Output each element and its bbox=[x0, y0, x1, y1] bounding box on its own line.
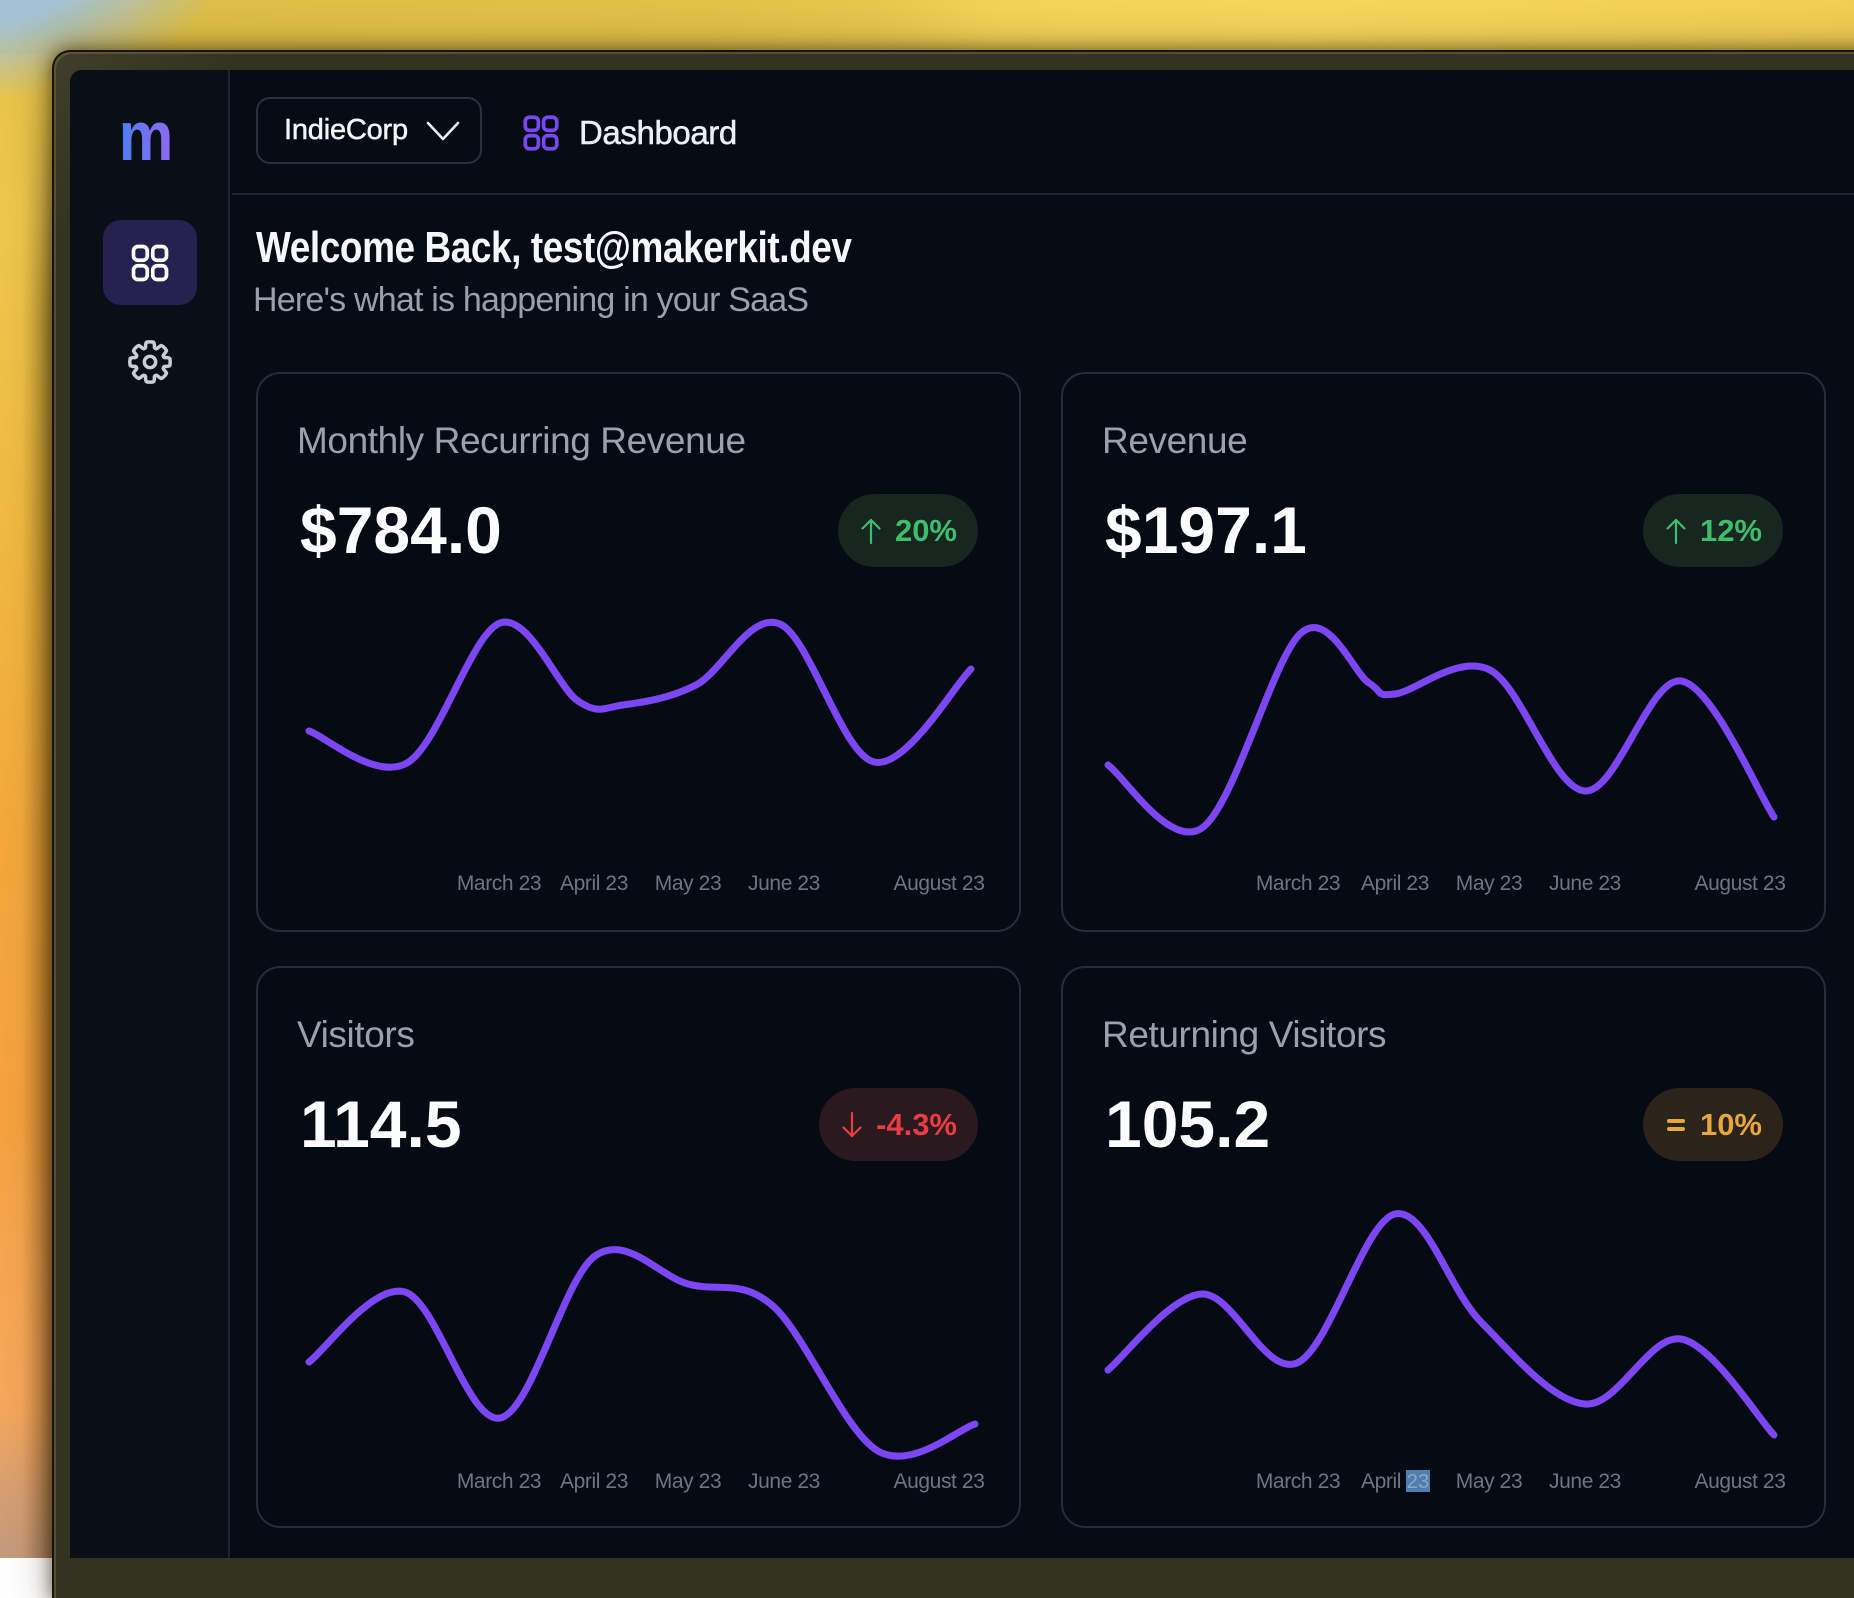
svg-text:March 23: March 23 bbox=[1256, 1470, 1340, 1493]
svg-text:August 23: August 23 bbox=[1695, 872, 1786, 895]
svg-text:May 23: May 23 bbox=[655, 1470, 721, 1493]
svg-text:April 23: April 23 bbox=[560, 1470, 628, 1493]
svg-text:23: 23 bbox=[1407, 1470, 1430, 1493]
svg-text:June 23: June 23 bbox=[1549, 1470, 1621, 1493]
svg-text:August 23: August 23 bbox=[894, 1470, 985, 1493]
svg-text:March 23: March 23 bbox=[457, 1470, 541, 1493]
svg-text:April 23: April 23 bbox=[1361, 872, 1429, 895]
svg-text:March 23: March 23 bbox=[457, 872, 541, 895]
svg-text:August 23: August 23 bbox=[894, 872, 985, 895]
svg-text:May 23: May 23 bbox=[1456, 1470, 1522, 1493]
svg-text:March 23: March 23 bbox=[1256, 872, 1340, 895]
svg-text:June 23: June 23 bbox=[748, 1470, 820, 1493]
svg-text:May 23: May 23 bbox=[655, 872, 721, 895]
svg-text:April 23: April 23 bbox=[560, 872, 628, 895]
svg-text:June 23: June 23 bbox=[748, 872, 820, 895]
svg-text:June 23: June 23 bbox=[1549, 872, 1621, 895]
svg-text:May 23: May 23 bbox=[1456, 872, 1522, 895]
svg-text:August 23: August 23 bbox=[1695, 1470, 1786, 1493]
